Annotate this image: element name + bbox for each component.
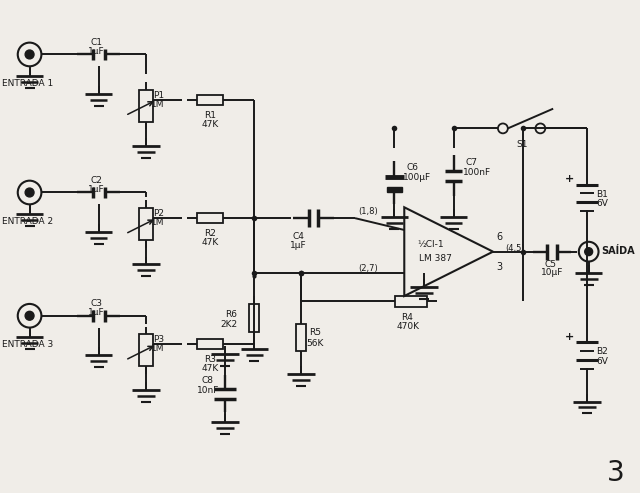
Text: 2K2: 2K2 (220, 319, 237, 329)
Text: C7: C7 (465, 158, 477, 167)
Text: (2,7): (2,7) (358, 264, 378, 274)
Text: P1: P1 (153, 91, 164, 100)
Text: C3: C3 (91, 299, 102, 308)
Text: 1M: 1M (151, 218, 164, 227)
Text: ½CI-1: ½CI-1 (417, 240, 444, 249)
Text: +: + (565, 174, 574, 184)
Text: 3: 3 (607, 458, 624, 487)
Text: R4: R4 (401, 313, 413, 322)
Circle shape (25, 50, 34, 59)
Text: (1,8): (1,8) (358, 207, 378, 216)
Text: B2: B2 (596, 347, 608, 356)
Text: 1M: 1M (151, 100, 164, 109)
Text: S1: S1 (516, 140, 528, 149)
Text: C1: C1 (91, 37, 102, 47)
Circle shape (25, 311, 34, 320)
Text: 1μF: 1μF (88, 308, 104, 317)
Text: LM 387: LM 387 (419, 253, 452, 263)
Text: R6: R6 (225, 310, 237, 319)
Text: B1: B1 (596, 189, 609, 199)
Text: P3: P3 (153, 335, 164, 345)
Text: R5: R5 (308, 327, 321, 337)
Text: C6: C6 (406, 163, 419, 172)
Text: 56K: 56K (307, 339, 324, 349)
Text: 1μF: 1μF (88, 184, 104, 194)
Text: C2: C2 (91, 176, 102, 185)
Text: 47K: 47K (201, 119, 218, 129)
Text: 47K: 47K (201, 364, 218, 373)
Text: 100nF: 100nF (463, 168, 491, 177)
Circle shape (585, 247, 593, 255)
Text: R1: R1 (204, 110, 216, 120)
Text: C5: C5 (544, 259, 556, 269)
Text: 10nF: 10nF (197, 386, 220, 395)
Text: 6V: 6V (596, 357, 609, 366)
Text: 470K: 470K (396, 321, 419, 331)
Text: 1M: 1M (151, 344, 164, 353)
Text: 47K: 47K (201, 238, 218, 247)
Text: SAÍDA: SAÍDA (602, 246, 635, 256)
Text: (4,5): (4,5) (505, 244, 525, 253)
Text: +: + (565, 331, 574, 342)
Circle shape (25, 188, 34, 197)
Text: C8: C8 (201, 376, 213, 385)
Text: R2: R2 (204, 229, 216, 238)
Text: 6: 6 (496, 232, 502, 242)
Text: 6V: 6V (596, 199, 609, 209)
Bar (387, 186, 403, 191)
Text: ENTRADA 2: ENTRADA 2 (2, 217, 53, 226)
Text: R3: R3 (204, 355, 216, 364)
Text: 10μF: 10μF (541, 268, 564, 278)
Text: 3: 3 (496, 261, 502, 272)
Text: ENTRADA 3: ENTRADA 3 (2, 340, 53, 350)
Text: C4: C4 (293, 232, 305, 241)
Text: 100μF: 100μF (403, 173, 431, 182)
Text: ENTRADA 1: ENTRADA 1 (2, 79, 53, 88)
Text: 1μF: 1μF (290, 241, 307, 250)
Text: P2: P2 (153, 209, 164, 218)
Text: 1μF: 1μF (88, 46, 104, 56)
